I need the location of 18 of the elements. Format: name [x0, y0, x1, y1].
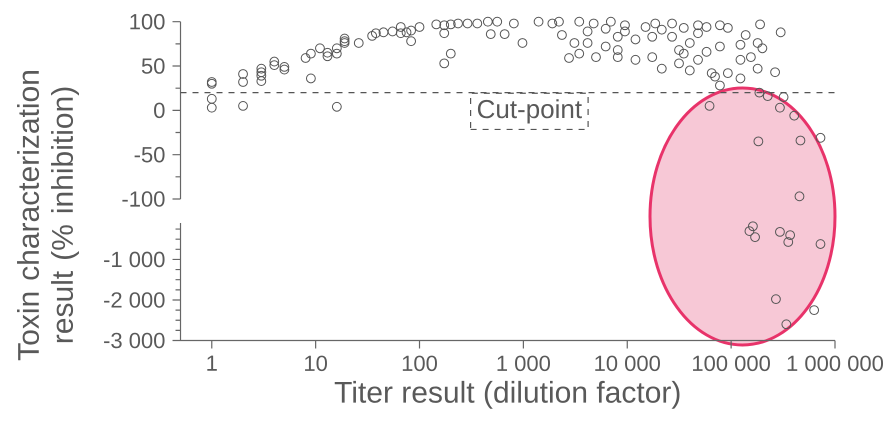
- x-tick-label: 1 000: [498, 356, 550, 372]
- y-tick-label: -3 000: [104, 332, 165, 348]
- y-axis-title: Toxin characterization result (% inhibition): [17, 71, 79, 360]
- x-axis-title: Titer result (dilution factor): [334, 380, 680, 409]
- y-tick-label: 100: [130, 14, 165, 30]
- x-tick-label: 10: [305, 356, 327, 372]
- x-tick-label: 100 000: [693, 356, 770, 372]
- y-tick-label: -50: [134, 146, 165, 162]
- y-tick-label: 50: [142, 58, 165, 74]
- x-tick-label: 1: [207, 356, 217, 371]
- x-tick-label: 100: [402, 356, 437, 372]
- y-tick-label: 0: [154, 102, 165, 118]
- x-tick-label: 1 000 000: [788, 356, 884, 372]
- y-tick-label: -1 000: [104, 252, 165, 268]
- y-tick-label: -100: [122, 191, 165, 207]
- x-tick-label: 10 000: [595, 356, 660, 372]
- y-tick-label: -2 000: [104, 292, 165, 308]
- ref-line-label: Cut-point: [478, 99, 582, 124]
